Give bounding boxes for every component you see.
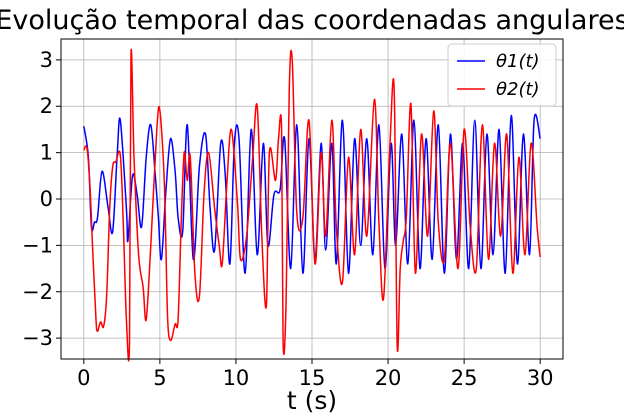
y-tick-label: 2 (40, 94, 53, 118)
plot-series (83, 48, 541, 362)
x-tick-label: 30 (527, 366, 554, 390)
x-axis-label: t (s) (287, 386, 337, 415)
y-axis-ticks: −3 −2 −1 0 1 2 3 (22, 48, 61, 350)
series-line-2 (83, 48, 541, 362)
y-tick-label: −3 (22, 326, 53, 350)
x-tick-label: 10 (223, 366, 250, 390)
legend-box (447, 43, 557, 107)
x-tick-label: 15 (299, 366, 326, 390)
y-tick-label: 0 (40, 187, 53, 211)
y-tick-label: −1 (22, 233, 53, 257)
x-axis-ticks: 0 5 10 15 20 25 30 (77, 359, 554, 390)
y-tick-label: −2 (22, 280, 53, 304)
x-tick-label: 20 (375, 366, 402, 390)
chart-title: Evolução temporal das coordenadas angula… (0, 5, 624, 36)
y-tick-label: 3 (40, 48, 53, 72)
legend-label-1: θ1(t) (496, 51, 540, 72)
legend-label-2: θ2(t) (496, 79, 540, 100)
y-tick-label: 1 (40, 141, 53, 165)
legend: θ1(t) θ2(t) (447, 43, 557, 107)
x-tick-label: 5 (153, 366, 166, 390)
x-tick-label: 25 (451, 366, 478, 390)
x-tick-label: 0 (77, 366, 90, 390)
